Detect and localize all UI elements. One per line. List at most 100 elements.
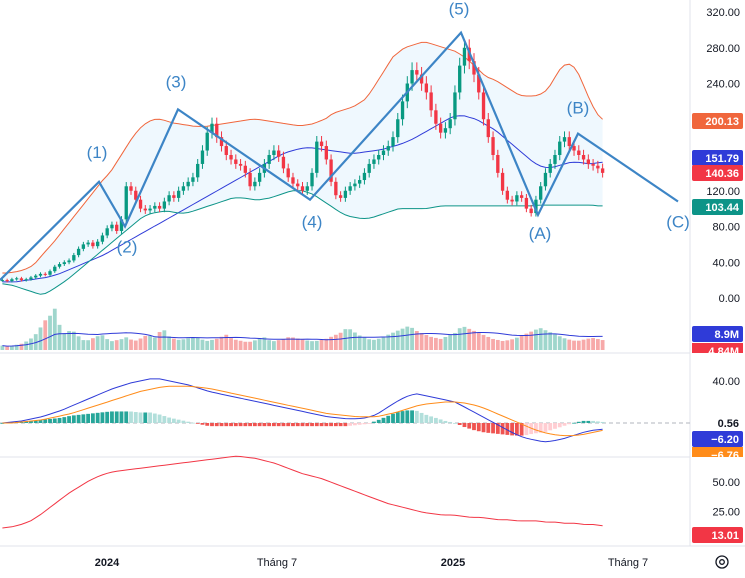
candle[interactable] bbox=[305, 186, 309, 191]
volume-bar[interactable] bbox=[162, 330, 167, 350]
macd-histogram-bar[interactable] bbox=[367, 423, 372, 424]
volume-bar[interactable] bbox=[486, 336, 491, 350]
candle[interactable] bbox=[76, 248, 81, 256]
candle[interactable] bbox=[486, 119, 490, 138]
macd-histogram-bar[interactable] bbox=[252, 423, 257, 427]
candle[interactable] bbox=[148, 208, 152, 211]
candle[interactable] bbox=[319, 141, 324, 147]
macd-histogram-bar[interactable] bbox=[519, 423, 524, 436]
candle[interactable] bbox=[210, 123, 214, 133]
macd-histogram-bar[interactable] bbox=[553, 423, 557, 429]
candle[interactable] bbox=[429, 92, 433, 111]
volume-bar[interactable] bbox=[324, 338, 329, 350]
candle[interactable] bbox=[115, 224, 119, 231]
candle[interactable] bbox=[19, 278, 24, 281]
volume-bar[interactable] bbox=[591, 338, 595, 350]
macd-histogram-bar[interactable] bbox=[205, 423, 210, 426]
candle[interactable] bbox=[205, 132, 209, 151]
volume-bar[interactable] bbox=[319, 339, 324, 350]
volume-bar[interactable] bbox=[100, 335, 105, 350]
volume-bar[interactable] bbox=[105, 339, 110, 350]
macd-histogram-bar[interactable] bbox=[162, 416, 167, 423]
macd-histogram-bar[interactable] bbox=[81, 414, 86, 423]
candle[interactable] bbox=[419, 74, 424, 84]
macd-histogram-bar[interactable] bbox=[391, 413, 395, 423]
candle[interactable] bbox=[477, 74, 481, 93]
macd-histogram-bar[interactable] bbox=[105, 411, 110, 423]
volume-bar[interactable] bbox=[543, 330, 548, 350]
macd-histogram-bar[interactable] bbox=[295, 423, 300, 427]
candle[interactable] bbox=[410, 70, 414, 84]
candle[interactable] bbox=[562, 137, 567, 142]
macd-histogram-bar[interactable] bbox=[467, 423, 472, 429]
volume-bar[interactable] bbox=[281, 339, 286, 350]
candle[interactable] bbox=[296, 183, 300, 187]
macd-histogram-bar[interactable] bbox=[462, 423, 467, 428]
candle[interactable] bbox=[519, 195, 524, 198]
macd-histogram-bar[interactable] bbox=[557, 423, 562, 428]
macd-histogram-bar[interactable] bbox=[76, 414, 81, 423]
macd-histogram-bar[interactable] bbox=[457, 423, 462, 425]
volume-bar[interactable] bbox=[24, 341, 29, 351]
volume-bar[interactable] bbox=[443, 337, 448, 350]
macd-histogram-bar[interactable] bbox=[419, 412, 424, 423]
volume-bar[interactable] bbox=[76, 336, 81, 350]
volume-bar[interactable] bbox=[438, 338, 443, 350]
macd-histogram-bar[interactable] bbox=[100, 412, 105, 423]
macd-histogram-bar[interactable] bbox=[514, 423, 519, 436]
volume-bar[interactable] bbox=[248, 341, 253, 350]
candle[interactable] bbox=[515, 195, 519, 202]
volume-bar[interactable] bbox=[262, 337, 267, 350]
macd-histogram-bar[interactable] bbox=[248, 423, 253, 427]
candle[interactable] bbox=[24, 279, 28, 281]
volume-bar[interactable] bbox=[405, 326, 410, 350]
macd-histogram-bar[interactable] bbox=[310, 423, 314, 427]
volume-bar[interactable] bbox=[386, 334, 391, 350]
candle[interactable] bbox=[591, 163, 595, 166]
candle[interactable] bbox=[510, 199, 514, 202]
macd-panel[interactable] bbox=[0, 378, 690, 443]
candle[interactable] bbox=[462, 47, 467, 66]
volume-bar[interactable] bbox=[581, 339, 586, 350]
volume-bar[interactable] bbox=[433, 337, 438, 350]
candle[interactable] bbox=[248, 172, 252, 187]
volume-bar[interactable] bbox=[48, 315, 52, 350]
macd-histogram-bar[interactable] bbox=[90, 413, 95, 423]
candle[interactable] bbox=[434, 110, 438, 124]
macd-histogram-bar[interactable] bbox=[186, 421, 191, 423]
macd-histogram-bar[interactable] bbox=[272, 423, 276, 427]
candle[interactable] bbox=[443, 128, 448, 133]
candle[interactable] bbox=[100, 235, 105, 242]
macd-histogram-bar[interactable] bbox=[433, 417, 438, 423]
macd-histogram-bar[interactable] bbox=[472, 423, 476, 431]
macd-histogram-bar[interactable] bbox=[229, 423, 233, 427]
macd-histogram-bar[interactable] bbox=[200, 423, 205, 425]
candle[interactable] bbox=[448, 119, 452, 129]
macd-histogram-bar[interactable] bbox=[195, 423, 200, 424]
volume-bar[interactable] bbox=[272, 341, 276, 350]
macd-histogram-bar[interactable] bbox=[233, 423, 238, 427]
candle[interactable] bbox=[10, 279, 14, 282]
macd-histogram-bar[interactable] bbox=[305, 423, 310, 427]
macd-histogram-bar[interactable] bbox=[586, 420, 591, 423]
macd-histogram-bar[interactable] bbox=[410, 410, 414, 423]
candle[interactable] bbox=[57, 264, 62, 267]
macd-histogram-bar[interactable] bbox=[543, 423, 548, 432]
macd-histogram-bar[interactable] bbox=[495, 423, 500, 434]
candle[interactable] bbox=[367, 163, 371, 173]
volume-bar[interactable] bbox=[95, 336, 100, 350]
candle[interactable] bbox=[458, 65, 462, 93]
bollinger-upper-line[interactable] bbox=[2, 41, 603, 274]
candle[interactable] bbox=[219, 137, 224, 147]
candle[interactable] bbox=[567, 137, 571, 147]
macd-histogram-bar[interactable] bbox=[110, 411, 114, 423]
volume-bar[interactable] bbox=[138, 338, 143, 351]
candle[interactable] bbox=[43, 273, 47, 275]
candle[interactable] bbox=[400, 101, 405, 120]
macd-histogram-bar[interactable] bbox=[114, 411, 119, 423]
volume-bar[interactable] bbox=[238, 340, 243, 350]
macd-histogram-bar[interactable] bbox=[95, 412, 100, 423]
candle[interactable] bbox=[396, 119, 400, 138]
macd-histogram-bar[interactable] bbox=[0, 423, 5, 424]
candle[interactable] bbox=[134, 190, 138, 200]
